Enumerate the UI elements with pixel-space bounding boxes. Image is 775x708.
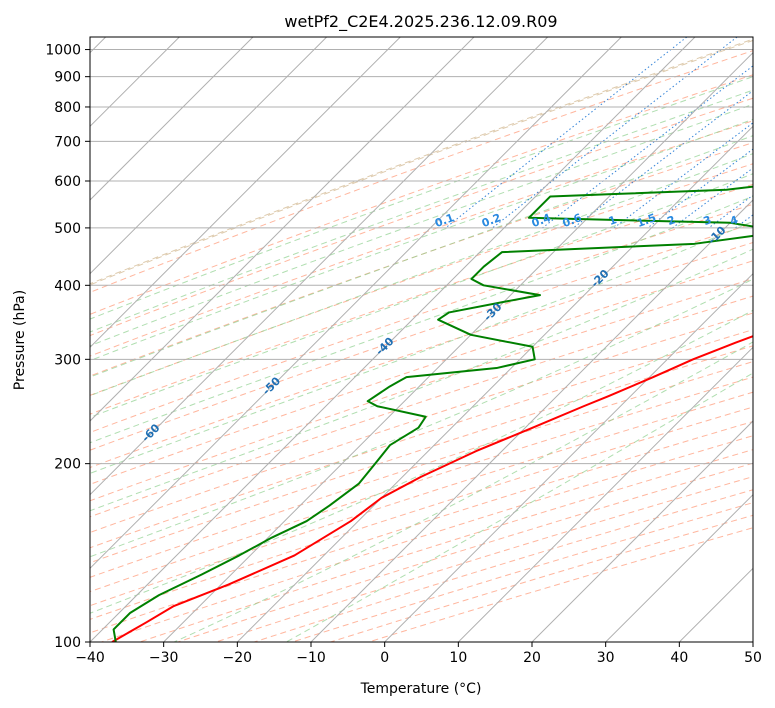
plot-area: -100-90-80-70-60-50-40-30-20-10010203040…: [90, 37, 753, 642]
x-tick-label: 10: [449, 650, 467, 666]
dry-adiabat: [90, 391, 753, 607]
mixing-ratio-label: 0.4: [530, 211, 553, 230]
x-tick-label: 50: [744, 650, 762, 666]
y-tick-label: 700: [54, 134, 81, 150]
x-tick-label: 30: [597, 650, 615, 666]
x-tick-label: −30: [149, 650, 179, 666]
mixing-ratio-line: [542, 65, 753, 229]
y-axis-title: Pressure (hPa): [12, 290, 28, 390]
mixing-ratio-label: 0.2: [480, 211, 503, 230]
isotherm-line: [90, 37, 328, 275]
mixing-ratio-label: 1.5: [635, 211, 658, 230]
dry-adiabat: [90, 329, 753, 549]
isotherm-line: [531, 420, 753, 642]
sounding-profiles: [111, 185, 753, 642]
plot-frame: [89, 36, 754, 643]
isotherm-line: [90, 37, 622, 570]
moist-adiabat: [286, 372, 753, 642]
y-tick-label: 800: [54, 100, 81, 116]
moist-adiabat: [90, 76, 753, 320]
dry-adiabat: [90, 142, 753, 377]
dewpoint-profile: [112, 185, 753, 642]
x-axis: −40 −30 −20 −10 0 10 20 30 40 50: [75, 642, 762, 666]
isotherm-line: [90, 37, 696, 642]
moist-adiabat: [90, 309, 753, 614]
y-tick-label: 400: [54, 278, 81, 294]
x-axis-title: Temperature (°C): [360, 681, 482, 697]
moist-adiabat: [90, 153, 753, 397]
mixing-ratio-label: 4: [728, 213, 740, 228]
mixing-ratio-label: 1: [607, 213, 619, 228]
dry-adiabat: [90, 50, 753, 293]
dry-adiabat: [90, 312, 753, 534]
moist-adiabat: [90, 195, 753, 444]
isotherm-line: [457, 346, 753, 642]
x-tick-label: 40: [670, 650, 688, 666]
moist-adiabats: [90, 76, 753, 642]
mixing-ratio-line: [672, 167, 753, 229]
moist-adiabat: [90, 173, 753, 418]
x-tick-label: 20: [523, 650, 541, 666]
mixing-ratio-label: 0.6: [561, 211, 584, 230]
isotherm-line: [90, 37, 475, 422]
isotherm-line: [310, 199, 753, 642]
y-tick-label: 600: [54, 174, 81, 190]
y-tick-label: 900: [54, 70, 81, 86]
mixing-ratio-label: 3: [702, 213, 714, 228]
pressure-gridlines: [90, 49, 753, 642]
x-tick-label: −10: [296, 650, 326, 666]
mixing-ratio-label: 0.1: [433, 211, 456, 230]
moist-adiabat: [90, 278, 753, 558]
moist-adiabat: [174, 341, 753, 642]
skewed-isotherms: [90, 37, 753, 642]
y-tick-label: 300: [54, 352, 81, 368]
x-tick-label: 0: [380, 650, 389, 666]
y-tick-label: 100: [54, 635, 81, 651]
y-tick-label: 200: [54, 457, 81, 473]
mixing-ratio-line: [572, 90, 753, 229]
dry-adiabat: [90, 183, 753, 415]
moist-adiabat: [90, 89, 753, 333]
temperature-profile: [111, 335, 753, 642]
y-tick-label: 1000: [45, 43, 81, 59]
y-tick-label: 500: [54, 221, 81, 237]
isotherm-line: [605, 493, 753, 642]
y-axis: 100 200 300 400 500 600 700 800 900 1000: [45, 43, 90, 651]
dry-adiabat: [90, 97, 753, 337]
moist-adiabat: [90, 135, 753, 378]
dry-adiabat: [90, 278, 753, 502]
isotherm-line: [90, 37, 401, 349]
chart-title: wetPf2_C2E4.2025.236.12.09.R09: [284, 12, 557, 32]
isotherm-line: [384, 272, 753, 642]
moist-adiabat: [90, 103, 753, 347]
x-tick-label: −40: [75, 650, 105, 666]
dry-adiabat: [90, 361, 753, 578]
isotherm-line: [90, 37, 254, 201]
dry-adiabat: [90, 74, 753, 315]
x-tick-label: −20: [223, 650, 253, 666]
isotherm-line: [236, 125, 753, 642]
mixing-ratio-label: 2: [665, 213, 677, 228]
dry-adiabat: [90, 223, 753, 451]
isotherm-line: [90, 37, 549, 496]
mixing-ratio-labels: 0.10.20.40.611.52346810131620253036: [433, 211, 740, 230]
